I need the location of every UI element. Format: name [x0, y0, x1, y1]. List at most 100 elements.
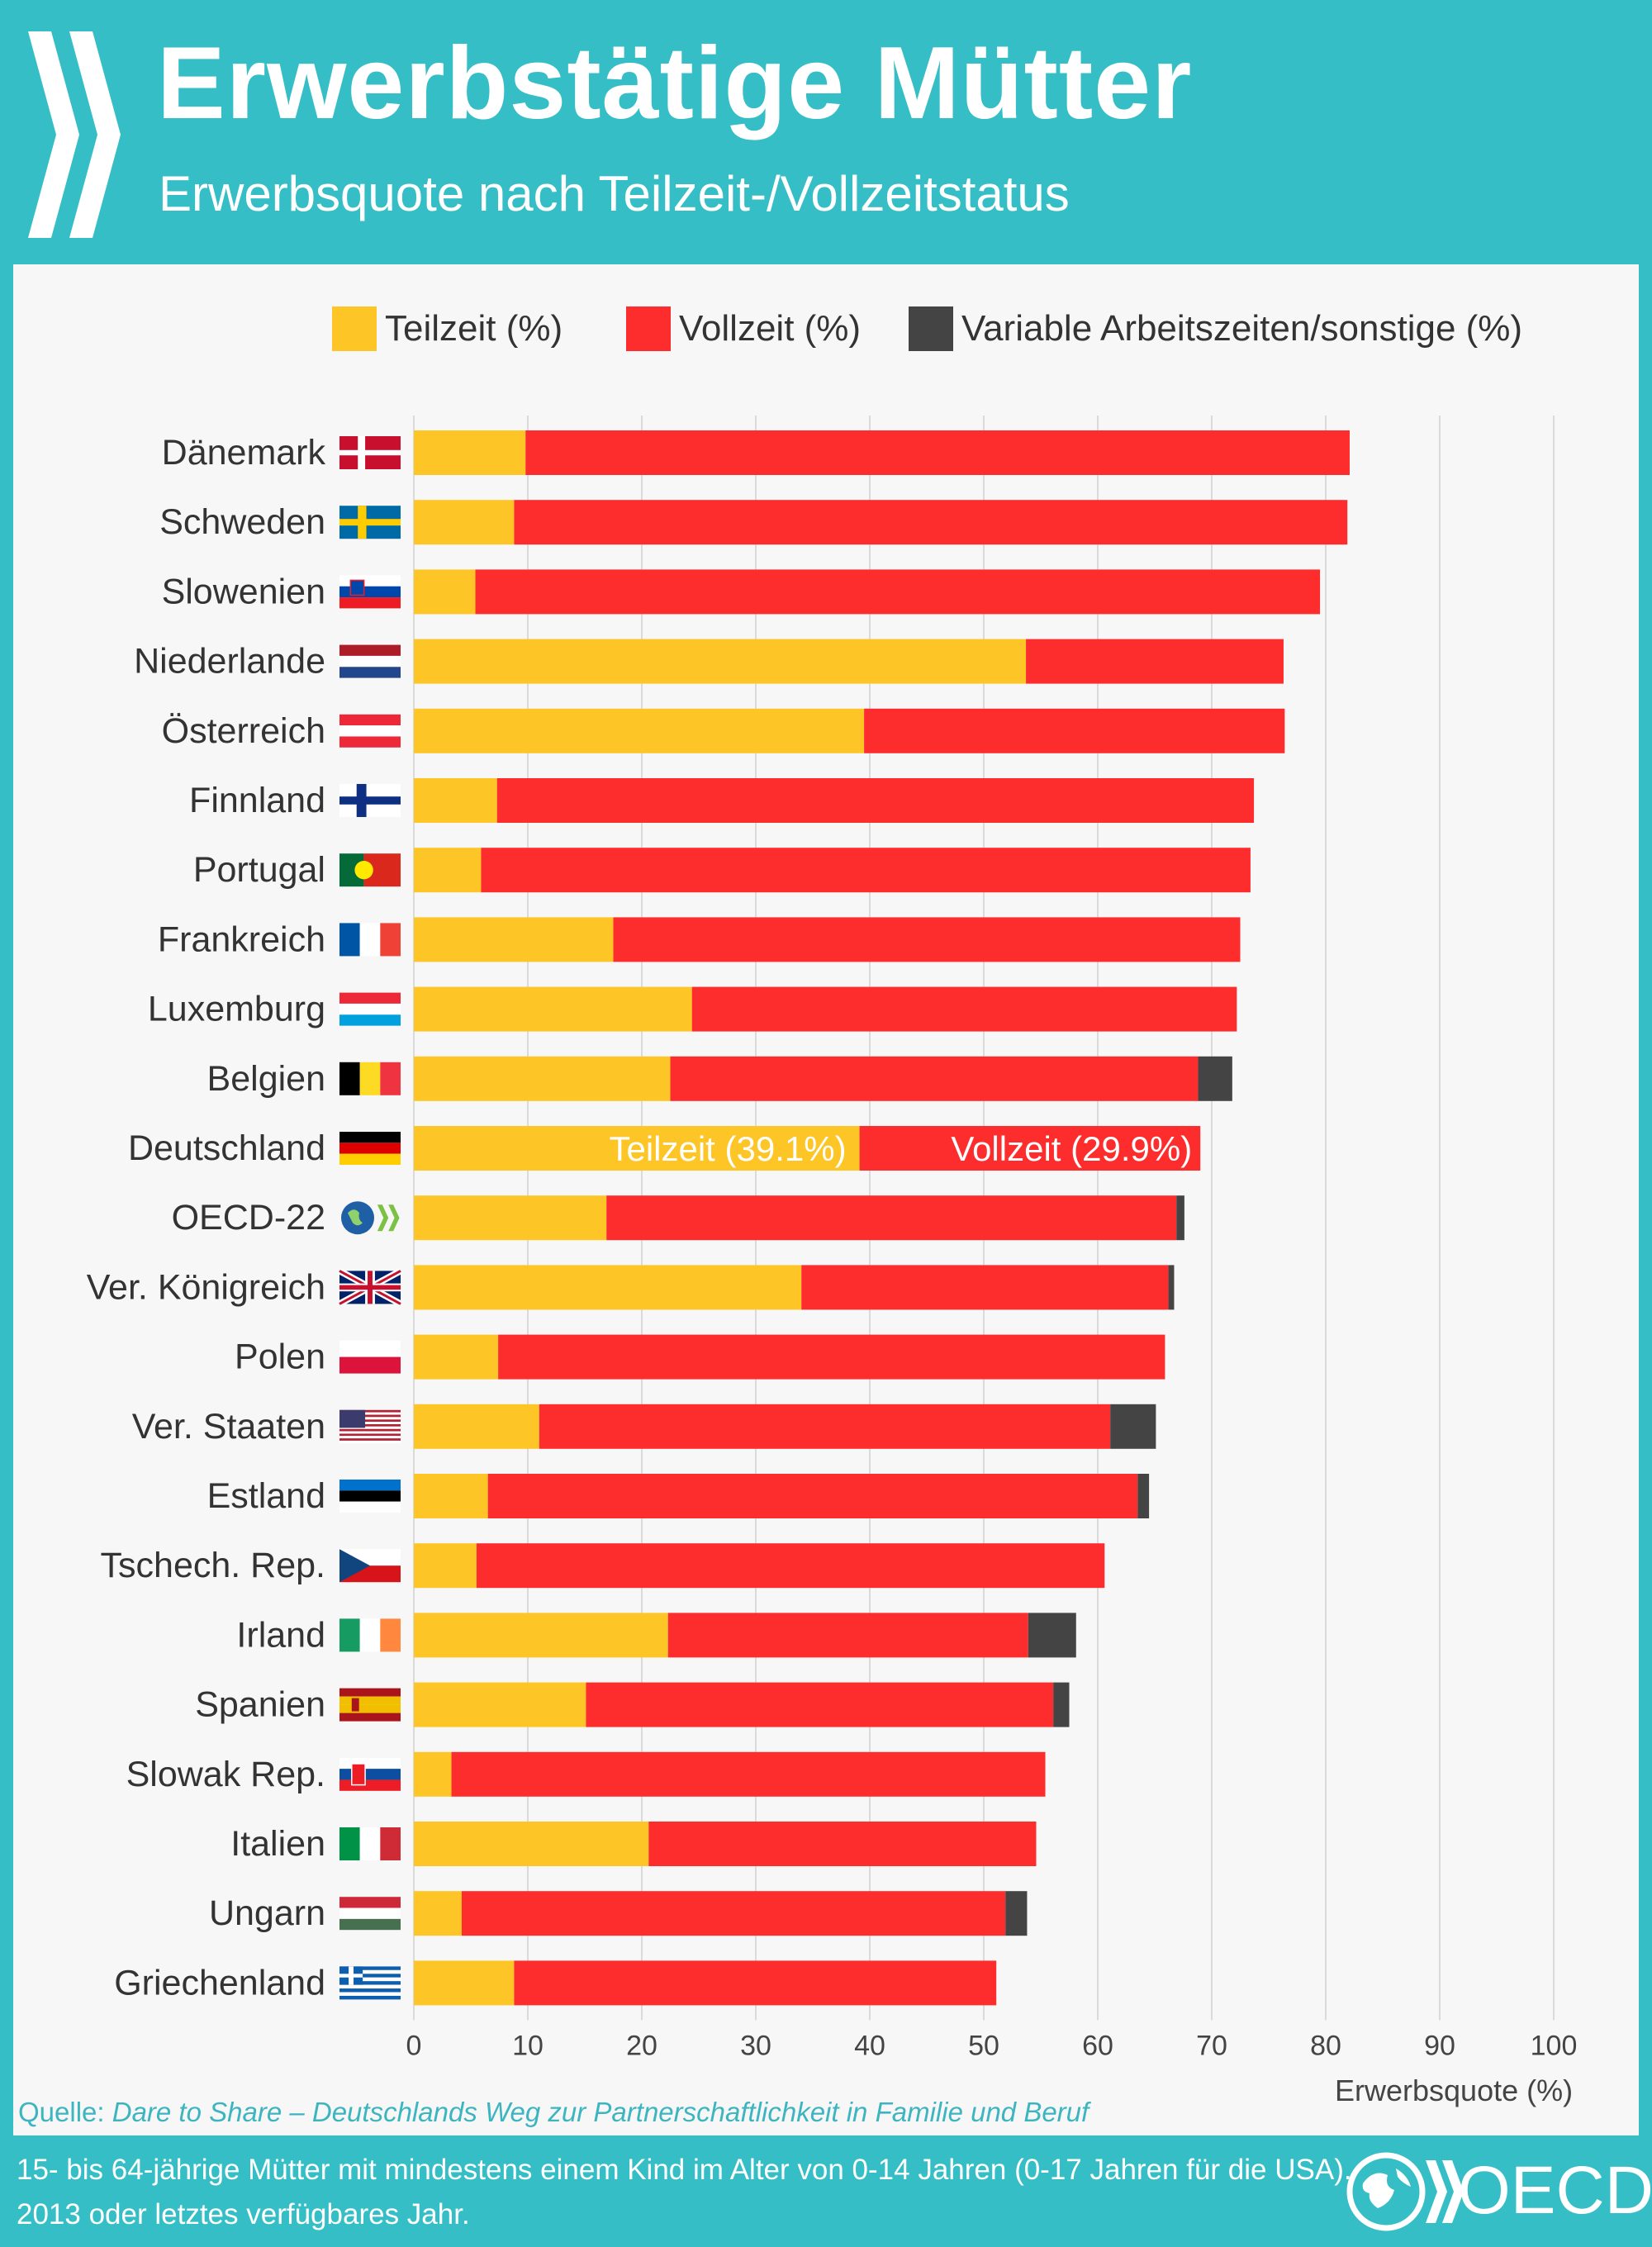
bar-vollzeit: [475, 569, 1321, 615]
bar-vollzeit: [525, 430, 1350, 475]
x-tick-label: 20: [626, 2030, 657, 2061]
bar-teilzeit: [414, 1543, 477, 1589]
flag-part: [339, 1014, 401, 1026]
bar-teilzeit: [414, 1822, 649, 1866]
category-label: Griechenland: [114, 1963, 325, 2002]
legend-label-teilzeit: Teilzeit (%): [385, 308, 563, 349]
bar-teilzeit: [414, 917, 614, 962]
flag-part: [339, 1501, 401, 1513]
bar-teilzeit: [414, 1404, 539, 1449]
footnote-line-2: 2013 oder letztes verfügbares Jahr.: [17, 2198, 470, 2230]
flag-part: [339, 1419, 401, 1423]
flag-part: [380, 1618, 401, 1652]
source-title[interactable]: Dare to Share – Deutschlands Weg zur Par…: [112, 2097, 1089, 2127]
category-label: Deutschland: [128, 1128, 325, 1168]
category-label: Slowenien: [162, 572, 325, 611]
x-tick-label: 60: [1082, 2030, 1113, 2061]
flag-part: [339, 597, 401, 609]
category-label: Dänemark: [162, 433, 326, 473]
legend-item-variabel: Variable Arbeitszeiten/sonstige (%): [909, 304, 1522, 354]
bar-vollzeit: [514, 500, 1348, 545]
bar-teilzeit: [414, 1891, 462, 1936]
bar-teilzeit: [414, 778, 497, 823]
flag-part: [339, 1974, 401, 1978]
x-tick-label: 10: [512, 2030, 544, 2061]
annotation-vollzeit: Vollzeit (29.9%): [951, 1129, 1192, 1168]
legend-item-vollzeit: Vollzeit (%): [626, 304, 861, 354]
bar-variabel: [1137, 1474, 1150, 1518]
flag-part: [339, 1757, 401, 1770]
category-label: Spanien: [195, 1685, 325, 1725]
flag-part: [339, 736, 401, 748]
legend-item-teilzeit: Teilzeit (%): [332, 304, 563, 354]
chart-panel: Teilzeit (%) Vollzeit (%) Variable Arbei…: [13, 264, 1639, 2135]
flag-part: [339, 519, 401, 526]
bar-vollzeit: [586, 1682, 1054, 1727]
x-tick-label: 40: [854, 2030, 885, 2061]
flag-part: [380, 1827, 401, 1860]
category-label: Ungarn: [209, 1893, 325, 1933]
category-label: Niederlande: [134, 642, 325, 682]
flag-part: [339, 1779, 401, 1791]
bar-vollzeit: [859, 1126, 1201, 1171]
bar-variabel: [1176, 1195, 1184, 1241]
flag-part: [339, 1285, 401, 1290]
flag-part: [339, 1412, 401, 1415]
category-label: Tschech. Rep.: [101, 1546, 325, 1585]
bar-variabel: [1005, 1891, 1028, 1936]
header: Erwerbstätige Mütter Erwerbsquote nach T…: [0, 0, 1652, 263]
bar-teilzeit: [414, 1682, 586, 1727]
bar-teilzeit: [414, 1474, 488, 1518]
legend: Teilzeit (%) Vollzeit (%) Variable Arbei…: [13, 304, 1639, 354]
flag-part: [339, 1409, 366, 1428]
flag-part: [339, 1340, 401, 1357]
flag-part: [339, 1062, 360, 1095]
bar-vollzeit: [496, 778, 1255, 823]
flag-part: [339, 644, 401, 656]
flag-part: [339, 1438, 401, 1441]
flag-part: [359, 1827, 381, 1860]
bar-teilzeit: [414, 500, 515, 545]
page-title: Erwerbstätige Mütter: [157, 26, 1193, 140]
x-tick-label: 0: [406, 2030, 422, 2061]
flag-part: [339, 1827, 360, 1860]
bar-chart: 0 10 20 30 40 50 60 70 80 90 100 Dänemark Schweden Sl…: [87, 416, 1577, 2061]
x-tick-label: 30: [740, 2030, 771, 2061]
flag-part: [351, 1698, 359, 1712]
legend-swatch-variabel: [909, 306, 953, 351]
flag-part: [339, 1003, 401, 1015]
oecd-globe-icon: [1346, 2152, 1464, 2231]
flag-part: [339, 1433, 401, 1437]
flag-part: [348, 1209, 363, 1226]
flag-part: [339, 1417, 401, 1420]
flag-part: [339, 1696, 401, 1705]
bar-vollzeit: [670, 1056, 1199, 1101]
x-axis-title: Erwerbsquote (%): [1335, 2074, 1574, 2107]
footnote-line-1: 15- bis 64-jährige Mütter mit mindestens…: [17, 2154, 1352, 2186]
flag-part: [339, 1356, 401, 1374]
bar-teilzeit: [414, 1195, 607, 1241]
category-label: Irland: [236, 1615, 325, 1655]
page-subtitle: Erwerbsquote nach Teilzeit-/Vollzeitstat…: [159, 166, 1070, 221]
category-label: Schweden: [159, 502, 325, 542]
flag-part: [339, 1422, 401, 1424]
bar-teilzeit: [414, 569, 476, 615]
category-label: OECD-22: [172, 1198, 325, 1238]
flag-part: [380, 923, 401, 957]
legend-label-vollzeit: Vollzeit (%): [679, 308, 862, 349]
flag-part: [339, 1713, 401, 1722]
category-label: Polen: [235, 1337, 325, 1377]
flag-part: [339, 1977, 401, 1982]
flag-part: [339, 655, 401, 667]
category-label: Slowak Rep.: [126, 1755, 325, 1794]
flag-part: [339, 992, 401, 1004]
flag-part: [349, 579, 365, 596]
flag-part: [339, 586, 401, 598]
category-label: Finnland: [189, 781, 325, 820]
legend-swatch-vollzeit: [626, 306, 671, 351]
bar-vollzeit: [691, 986, 1237, 1032]
legend-swatch-teilzeit: [332, 306, 377, 351]
flag-part: [339, 1618, 360, 1652]
flag-part: [339, 796, 401, 805]
flag-part: [339, 667, 401, 678]
